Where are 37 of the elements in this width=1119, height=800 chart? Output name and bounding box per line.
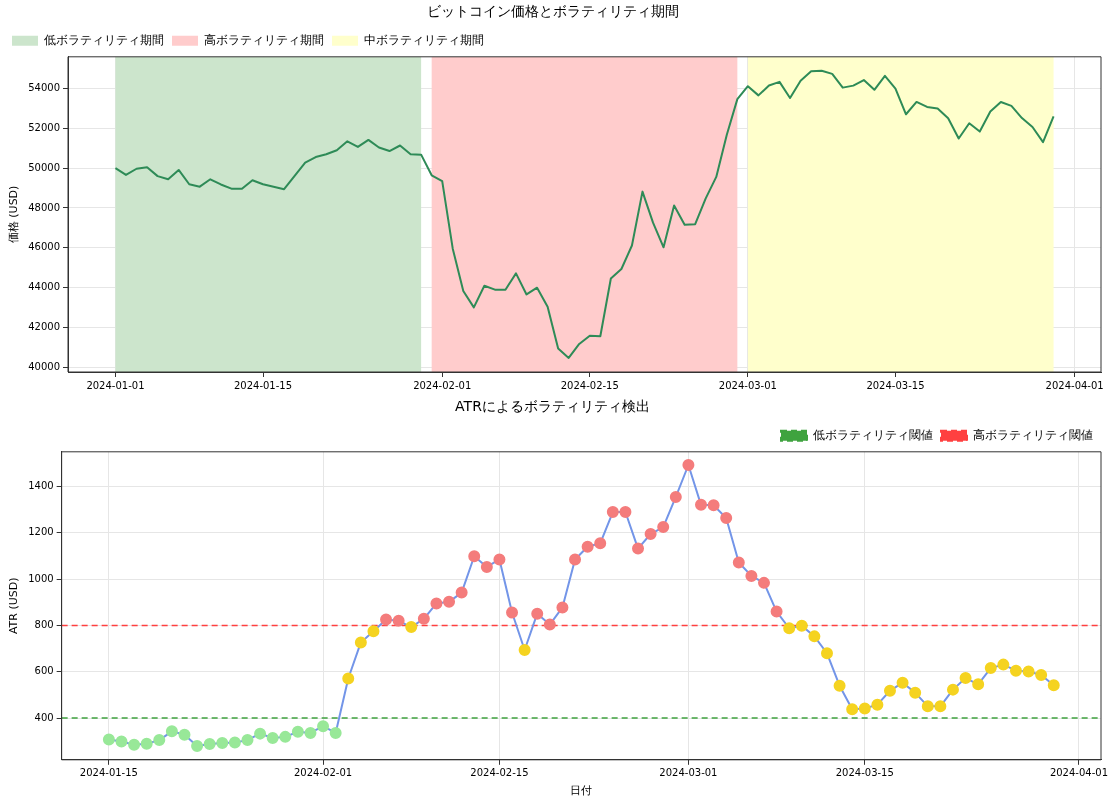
y-tick-label: 52000 bbox=[28, 121, 61, 133]
y-tick-label: 1000 bbox=[28, 572, 54, 584]
y-tick-label: 400 bbox=[34, 711, 54, 723]
x-tick-label: 2024-04-01 bbox=[1045, 379, 1104, 391]
y-tick-label: 46000 bbox=[28, 241, 61, 253]
x-tick-label: 2024-01-15 bbox=[79, 767, 138, 779]
legend-label: 高ボラティリティ期間 bbox=[204, 32, 324, 47]
x-tick-label: 2024-03-15 bbox=[866, 379, 925, 391]
x-tick-label: 2024-04-01 bbox=[1049, 767, 1109, 779]
y-tick-label: 40000 bbox=[28, 360, 61, 372]
x-tick-label: 2024-01-15 bbox=[233, 379, 293, 391]
y-axis-title: 価格 (USD) bbox=[7, 185, 21, 244]
y-tick-label: 42000 bbox=[28, 320, 61, 332]
legend-label: 中ボラティリティ期間 bbox=[364, 32, 484, 47]
x-tick-label: 2024-03-01 bbox=[718, 379, 777, 391]
y-tick-label: 48000 bbox=[28, 201, 61, 213]
legend-label: 低ボラティリティ閾値 bbox=[813, 427, 933, 442]
x-tick-label: 2024-03-01 bbox=[659, 767, 718, 779]
x-tick-label: 2024-02-01 bbox=[294, 767, 353, 779]
x-tick-label: 2024-02-15 bbox=[470, 767, 529, 779]
x-tick-label: 2024-03-15 bbox=[835, 767, 894, 779]
y-tick-label: 50000 bbox=[28, 161, 61, 173]
y-axis-title: ATR (USD) bbox=[7, 577, 21, 635]
chart-title: ビットコイン価格とボラティリティ期間 bbox=[426, 3, 679, 20]
y-tick-label: 1200 bbox=[28, 526, 54, 538]
y-tick-label: 600 bbox=[34, 665, 54, 677]
x-axis-title: 日付 bbox=[570, 784, 593, 798]
y-tick-label: 44000 bbox=[28, 281, 61, 293]
x-tick-label: 2024-02-01 bbox=[413, 379, 472, 391]
y-tick-label: 1400 bbox=[28, 480, 54, 492]
legend-label: 高ボラティリティ閾値 bbox=[973, 427, 1093, 442]
y-tick-label: 800 bbox=[34, 619, 54, 631]
x-tick-label: 2024-02-15 bbox=[560, 379, 619, 391]
chart-title: ATRによるボラティリティ検出 bbox=[455, 398, 650, 415]
legend-label: 低ボラティリティ期間 bbox=[44, 32, 164, 47]
y-tick-label: 54000 bbox=[28, 82, 61, 94]
x-tick-label: 2024-01-01 bbox=[86, 379, 145, 391]
